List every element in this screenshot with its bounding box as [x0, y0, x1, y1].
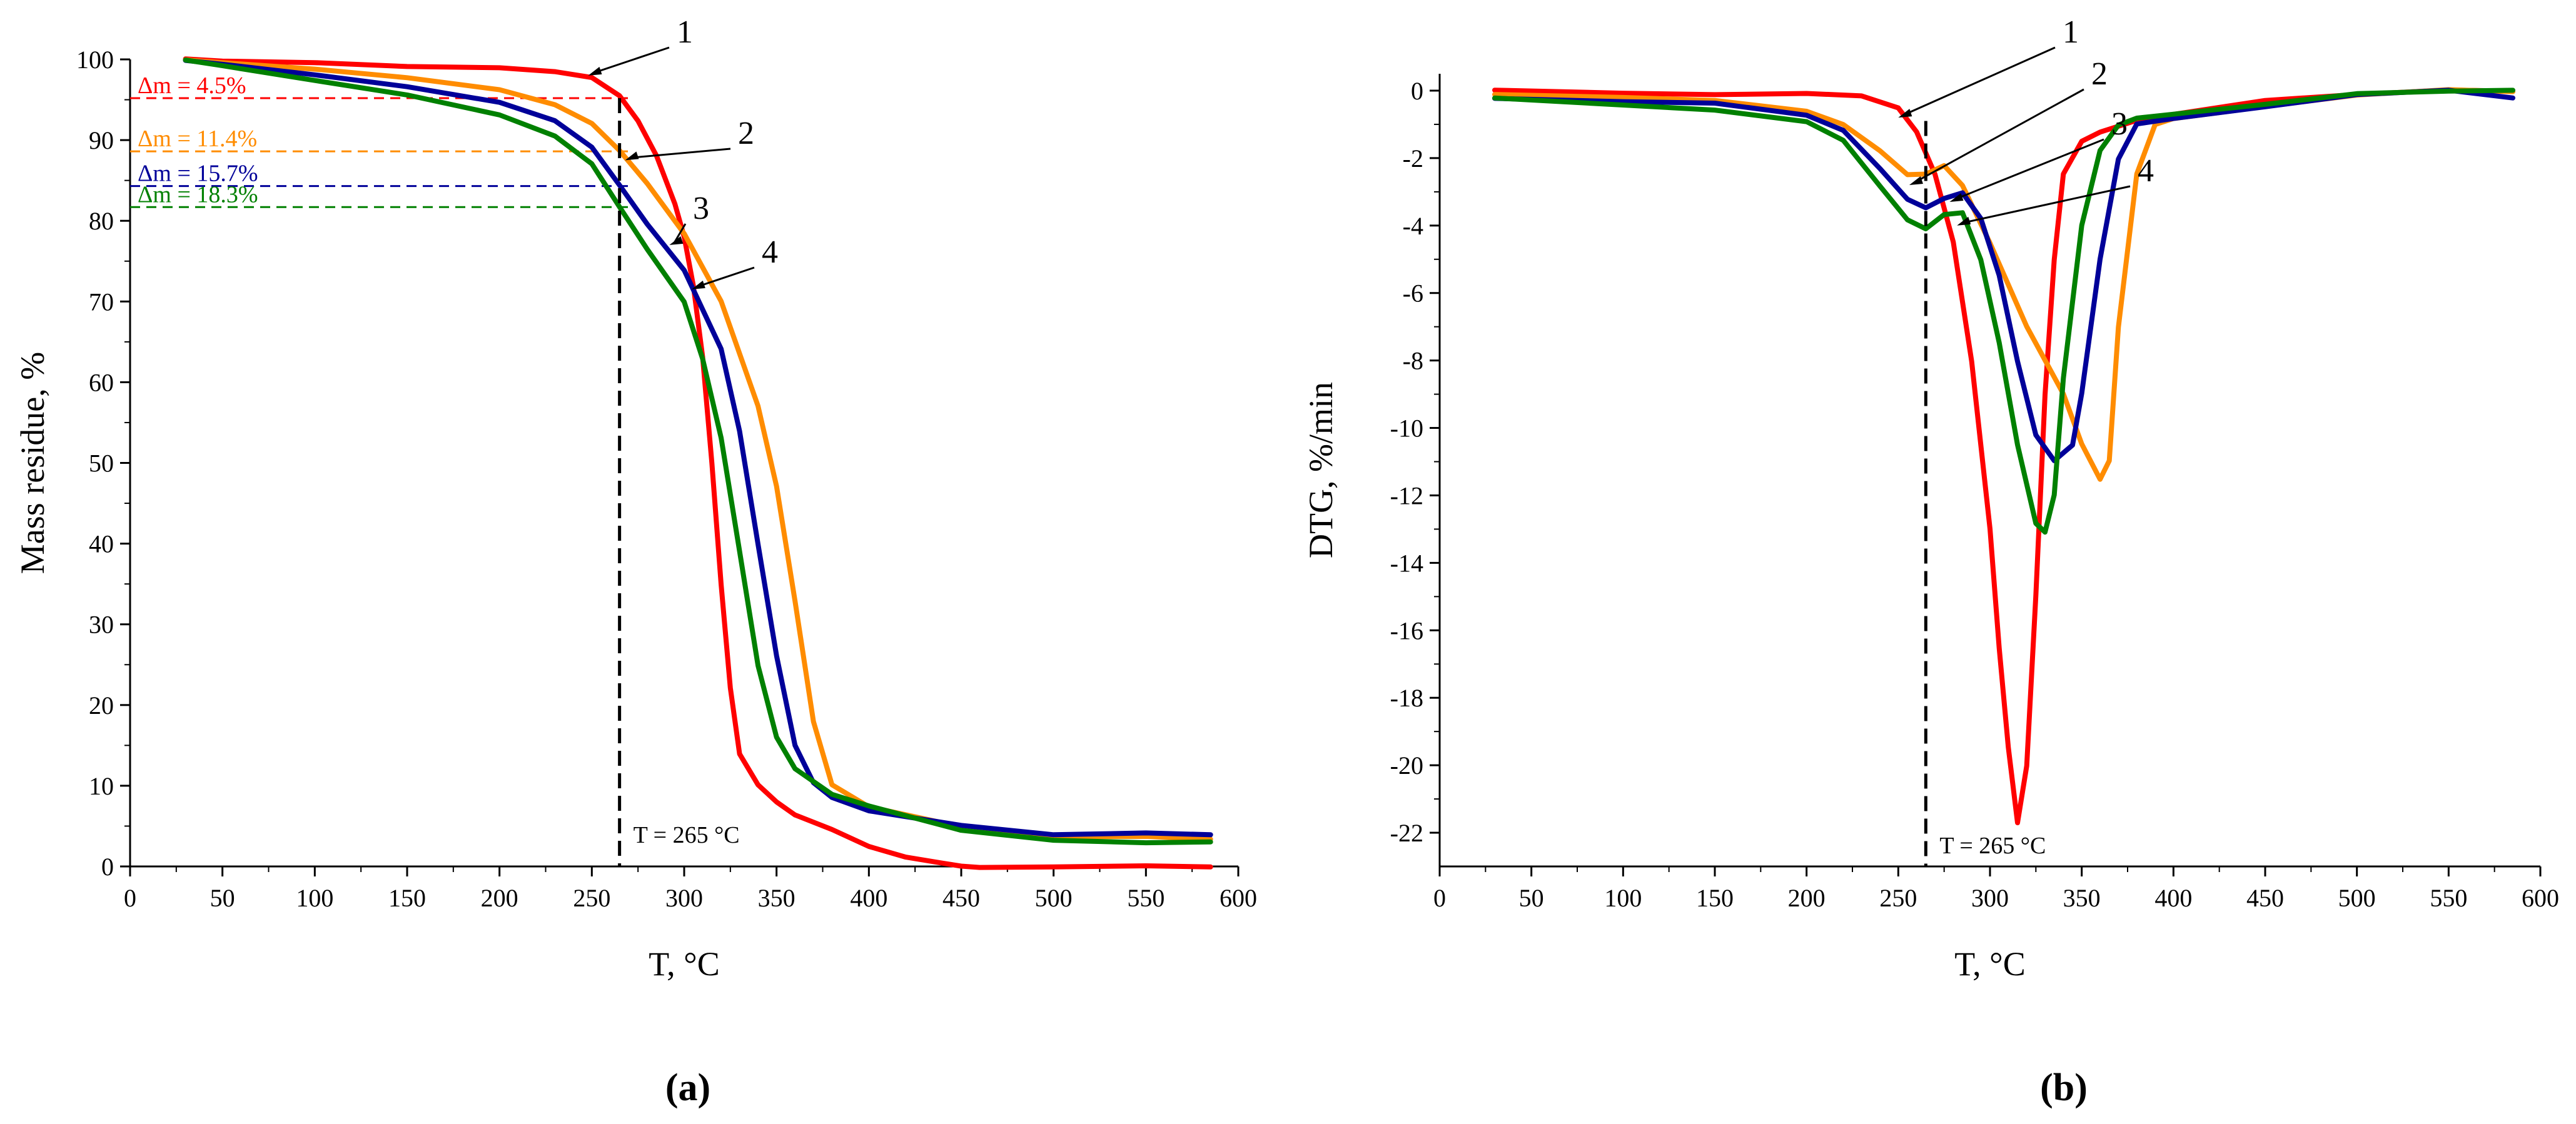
- x-tick-label: 250: [1879, 884, 1917, 912]
- callout-leader: [674, 223, 687, 243]
- x-tick-label: 50: [1519, 884, 1544, 912]
- panel-label: (b): [2040, 1066, 2088, 1109]
- x-tick-label: 450: [942, 884, 980, 912]
- panel-label: (a): [665, 1066, 710, 1109]
- callout-label: 3: [2111, 106, 2128, 142]
- y-tick-label: 70: [89, 288, 114, 316]
- y-tick-label: -12: [1390, 481, 1423, 509]
- x-tick-label: 300: [1971, 884, 2009, 912]
- series-2-line: [1492, 87, 2515, 482]
- callout-leader: [1961, 185, 2131, 224]
- callout-leader: [696, 266, 755, 288]
- y-tick-label: 50: [89, 449, 114, 478]
- y-tick-label: 90: [89, 126, 114, 154]
- y-tick-label: 0: [101, 853, 114, 881]
- y-tick-label: -8: [1403, 347, 1423, 375]
- series-4-line: [183, 58, 1213, 846]
- x-tick-label: 200: [481, 884, 518, 912]
- callout-leader: [1914, 88, 2084, 184]
- y-tick-label: 30: [89, 611, 114, 639]
- temperature-marker-label: T = 265 °C: [1939, 833, 2046, 859]
- y-axis-title: DTG, %/min: [1302, 382, 1340, 558]
- callout-arrowhead: [1949, 193, 1964, 203]
- callout-arrowhead: [1957, 216, 1971, 226]
- mass-loss-label: Δm = 11.4%: [138, 126, 257, 152]
- callout-label: 2: [2091, 56, 2108, 92]
- series-4-line: [1492, 88, 2515, 535]
- series-3-line: [183, 58, 1213, 838]
- y-tick-label: 10: [89, 772, 114, 800]
- x-tick-label: 500: [1035, 884, 1073, 912]
- x-tick-label: 250: [573, 884, 610, 912]
- callout-label: 4: [762, 234, 778, 270]
- callout-arrowhead: [588, 66, 602, 76]
- x-tick-label: 0: [124, 884, 136, 912]
- callout-leader: [1954, 138, 2104, 201]
- y-tick-label: 100: [76, 46, 114, 74]
- y-tick-label: -10: [1390, 414, 1423, 443]
- callout-arrowhead: [691, 280, 705, 289]
- callout-leader: [1902, 46, 2056, 116]
- x-tick-label: 400: [850, 884, 887, 912]
- y-tick-label: -6: [1403, 279, 1423, 308]
- x-tick-label: 100: [1604, 884, 1642, 912]
- series-2-line: [183, 57, 1213, 842]
- y-tick-label: -18: [1390, 684, 1423, 712]
- callout-leader: [592, 46, 670, 74]
- callout-label: 1: [2063, 14, 2079, 50]
- y-tick-label: 0: [1411, 77, 1423, 105]
- x-tick-label: 400: [2154, 884, 2192, 912]
- y-tick-label: -4: [1403, 212, 1423, 240]
- temperature-marker-label: T = 265 °C: [634, 822, 740, 848]
- y-tick-label: 40: [89, 530, 114, 558]
- chart-panel-b: 0 50 100 150 200 250 300 350 400 450 500 550 600 0 -2 -…: [1302, 14, 2559, 1109]
- y-tick-label: -20: [1390, 751, 1423, 780]
- series-3-line: [1492, 88, 2515, 463]
- callout-label: 1: [677, 14, 693, 50]
- x-tick-label: 600: [1220, 884, 1257, 912]
- x-tick-label: 350: [2063, 884, 2101, 912]
- y-tick-label: 20: [89, 691, 114, 720]
- x-axis-title: T, °C: [649, 945, 720, 983]
- y-axis-title: Mass residue, %: [14, 352, 51, 574]
- x-tick-label: 150: [1696, 884, 1734, 912]
- x-tick-label: 300: [665, 884, 703, 912]
- y-tick-label: 60: [89, 368, 114, 396]
- y-tick-label: -2: [1403, 144, 1423, 173]
- mass-loss-label: Δm = 18.3%: [138, 181, 258, 208]
- callout-label: 3: [693, 191, 709, 226]
- callout-arrowhead: [669, 236, 684, 245]
- callout-arrowhead: [1909, 176, 1923, 186]
- callout-leader: [630, 148, 731, 159]
- x-tick-label: 600: [2522, 884, 2559, 912]
- chart-panel-a: 0 50 100 150 200 250 300 350 400 450 500 550 6000102…: [14, 14, 1257, 1109]
- x-tick-label: 500: [2338, 884, 2376, 912]
- y-tick-label: -22: [1390, 819, 1423, 847]
- callout-label: 2: [738, 116, 754, 151]
- x-tick-label: 100: [296, 884, 333, 912]
- callout-label: 4: [2138, 153, 2154, 189]
- x-tick-label: 200: [1788, 884, 1826, 912]
- x-axis-title: T, °C: [1954, 945, 2026, 983]
- x-tick-label: 350: [758, 884, 796, 912]
- y-tick-label: -16: [1390, 616, 1423, 645]
- x-tick-label: 50: [210, 884, 235, 912]
- x-tick-label: 550: [1127, 884, 1164, 912]
- series-1-line: [183, 56, 1213, 870]
- y-tick-label: 80: [89, 207, 114, 235]
- callout-arrowhead: [1898, 109, 1912, 118]
- x-tick-label: 0: [1433, 884, 1446, 912]
- x-tick-label: 450: [2246, 884, 2284, 912]
- callout-arrowhead: [625, 151, 639, 161]
- y-tick-label: -14: [1390, 549, 1423, 577]
- x-tick-label: 550: [2430, 884, 2467, 912]
- series-1-line: [1492, 88, 2515, 826]
- x-tick-label: 150: [388, 884, 426, 912]
- mass-loss-label: Δm = 4.5%: [138, 73, 246, 99]
- mass-loss-label: Δm = 15.7%: [138, 161, 258, 187]
